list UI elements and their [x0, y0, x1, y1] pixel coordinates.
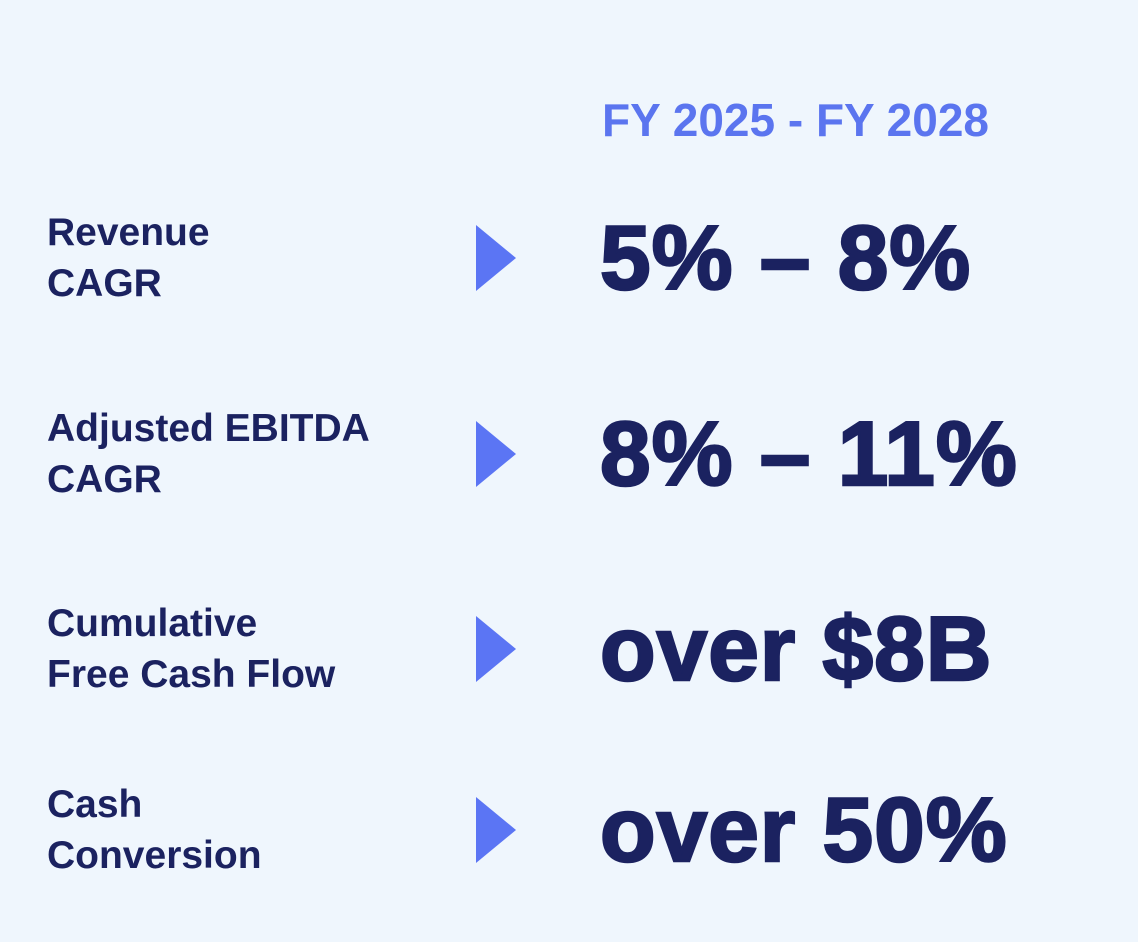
- metric-label: Cash Conversion: [47, 779, 262, 881]
- arrow-shape: [476, 797, 516, 863]
- arrow-shape: [476, 225, 516, 291]
- label-line: Revenue: [47, 211, 210, 254]
- label-line: Cumulative: [47, 602, 258, 645]
- metric-row: Revenue CAGR 5% – 8%: [0, 207, 1138, 327]
- label-line: CAGR: [47, 458, 162, 501]
- arrow-shape: [476, 616, 516, 682]
- metric-label: Revenue CAGR: [47, 207, 210, 309]
- metric-value: 8% – 11%: [599, 403, 1018, 506]
- metric-row: Cumulative Free Cash Flow over $8B: [0, 598, 1138, 718]
- arrow-shape: [476, 421, 516, 487]
- arrow-icon: [476, 797, 516, 868]
- metric-value: over $8B: [599, 598, 993, 701]
- label-line: Cash: [47, 783, 143, 826]
- metric-label: Cumulative Free Cash Flow: [47, 598, 335, 700]
- label-line: Free Cash Flow: [47, 653, 336, 696]
- label-line: Adjusted EBITDA: [47, 407, 370, 450]
- header-title: FY 2025 - FY 2028: [602, 94, 990, 146]
- metric-label: Adjusted EBITDA CAGR: [47, 403, 370, 505]
- metric-row: Cash Conversion over 50%: [0, 779, 1138, 899]
- arrow-icon: [476, 616, 516, 687]
- label-line: Conversion: [47, 834, 262, 877]
- label-line: CAGR: [47, 262, 162, 305]
- arrow-icon: [476, 421, 516, 492]
- arrow-icon: [476, 225, 516, 296]
- metric-value: 5% – 8%: [599, 207, 972, 310]
- metric-row: Adjusted EBITDA CAGR 8% – 11%: [0, 403, 1138, 523]
- metric-value: over 50%: [599, 779, 1008, 882]
